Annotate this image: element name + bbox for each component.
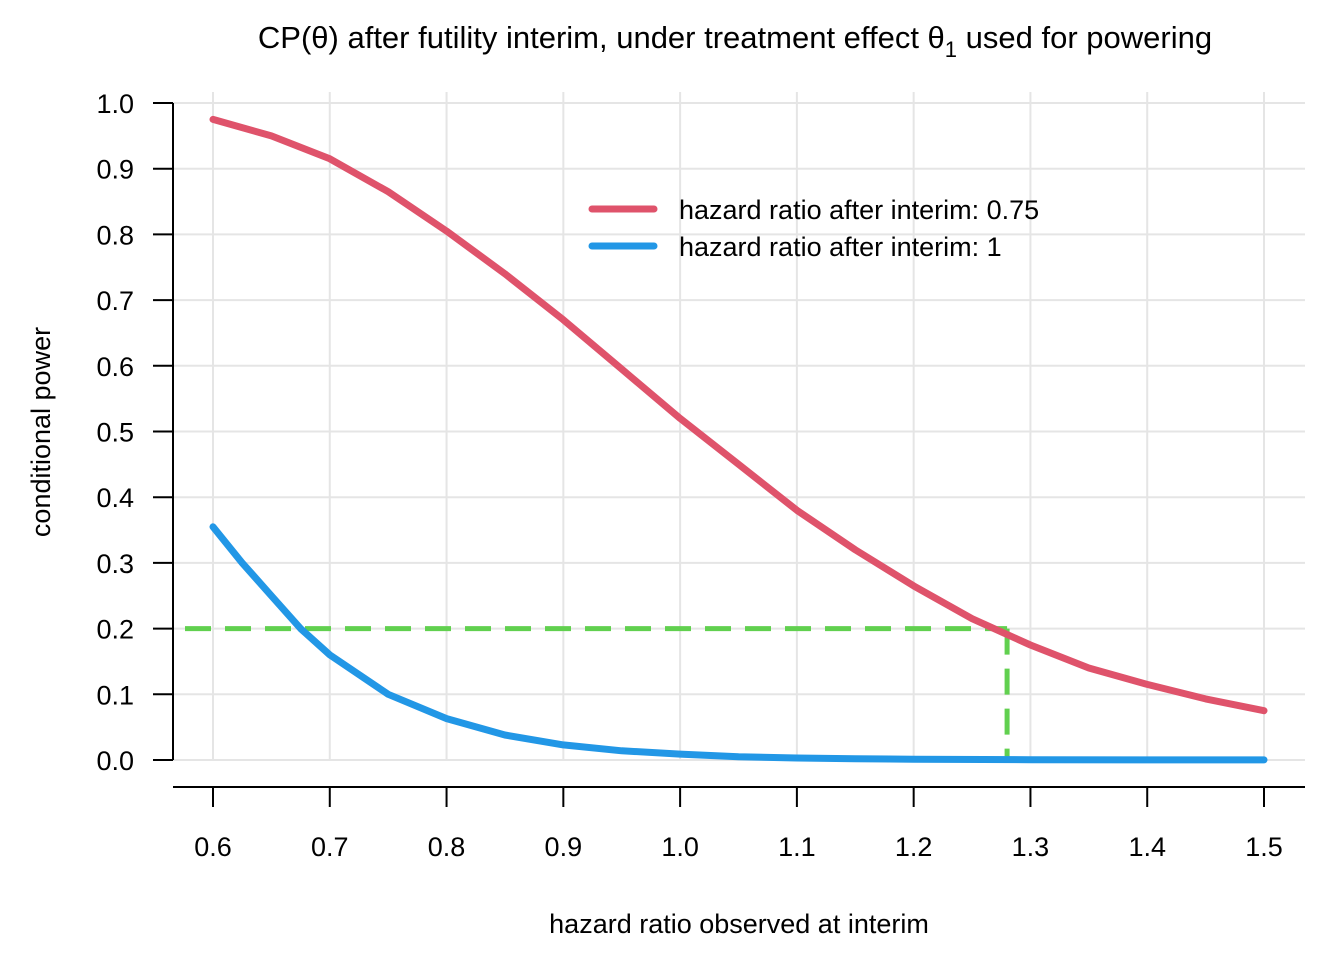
axes: 0.0 0.1 0.2 0.3 0.4 0.5 0.6 0.7 0.8 0.9 1.0 0.6 0.7 0… — [96, 89, 1305, 862]
chart-title-prefix: CP(θ) after futility interim, under trea… — [258, 20, 945, 55]
series-lines — [209, 115, 1268, 764]
legend: hazard ratio after interim: 0.75 hazard … — [588, 195, 1039, 262]
y-tick-label: 0.9 — [96, 155, 134, 185]
x-tick-label: 1.3 — [1012, 832, 1050, 862]
x-tick-label: 1.2 — [895, 832, 933, 862]
chart-title-suffix: used for powering — [957, 20, 1212, 55]
chart-title-subscript: 1 — [945, 37, 957, 62]
x-tick-label: 0.6 — [194, 832, 232, 862]
series-line-2 — [209, 523, 1268, 764]
grid — [173, 92, 1305, 761]
x-tick-label: 1.0 — [661, 832, 699, 862]
x-tick-label: 1.1 — [778, 832, 816, 862]
legend-label-series-2: hazard ratio after interim: 1 — [679, 232, 1002, 262]
y-tick-label: 0.5 — [96, 418, 134, 448]
series-line-1 — [209, 115, 1268, 715]
x-axis-label: hazard ratio observed at interim — [549, 909, 929, 939]
x-tick-label: 0.8 — [428, 832, 466, 862]
y-tick-label: 1.0 — [96, 89, 134, 119]
legend-label-series-1: hazard ratio after interim: 0.75 — [679, 195, 1039, 225]
x-tick-label: 1.4 — [1128, 832, 1166, 862]
x-tick-label: 1.5 — [1245, 832, 1283, 862]
y-tick-label: 0.6 — [96, 352, 134, 382]
reference-lines — [185, 626, 1010, 760]
x-tick-label: 0.7 — [311, 832, 349, 862]
y-axis-label: conditional power — [26, 327, 56, 537]
y-tick-label: 0.8 — [96, 220, 134, 250]
y-tick-label: 0.3 — [96, 549, 134, 579]
chart-title: CP(θ) after futility interim, under trea… — [258, 20, 1212, 62]
y-tick-label: 0.7 — [96, 286, 134, 316]
x-tick-label: 0.9 — [545, 832, 583, 862]
y-tick-label: 0.0 — [96, 746, 134, 776]
y-tick-label: 0.1 — [96, 680, 134, 710]
y-tick-label: 0.2 — [96, 615, 134, 645]
y-tick-label: 0.4 — [96, 483, 134, 513]
